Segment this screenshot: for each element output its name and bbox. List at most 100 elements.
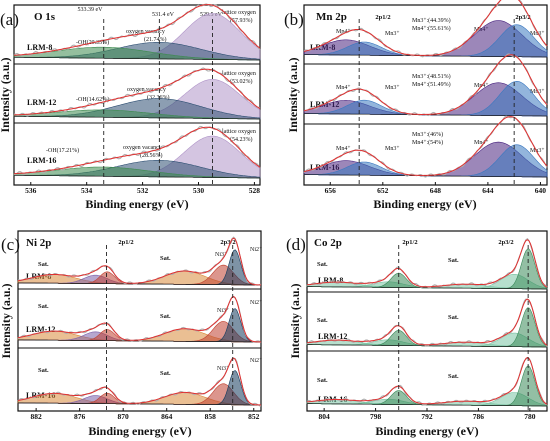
panel-a-ylabel: Intensity (a.u.) (0, 57, 12, 132)
panel-b-xlabel: Binding energy (eV) (373, 197, 476, 211)
panel-d-sat2-0: Sat. (448, 257, 459, 264)
panel-c-xtick-label-3: 864 (161, 412, 173, 421)
panel-a-lat-label-2: lattice oxygen (222, 129, 256, 135)
panel-a-lrm-12-background (13, 115, 260, 120)
panel-b-lrm-12-envelope (303, 54, 548, 115)
panel-c-lrm-12-envelope (17, 295, 262, 343)
panel-d-title: Co 2p (314, 237, 342, 249)
panel-d-frame (306, 230, 548, 412)
panel-d-sat1-1: Sat. (317, 317, 328, 324)
panel-a-lat-value-1: (53.02%) (230, 78, 253, 85)
panel-b-xtick-label-2: 648 (430, 186, 442, 195)
panel-a-lat-value-2: (54.23%) (230, 136, 253, 143)
panel-c-sat1-2: Sat. (38, 367, 49, 374)
panel-d-top-label-0: 2p1/2 (402, 239, 417, 246)
panel-c-ni2-1: Ni2⁺ (250, 300, 262, 306)
panel-a-sample-1: LRM-12 (27, 98, 56, 107)
panel-a-lrm-16-background (13, 174, 260, 179)
panel-c-xtick-label-5: 852 (248, 412, 260, 421)
panel-d-top-label-1: 2p3/2 (498, 239, 513, 246)
panel-a-vac-value-1: (32.36%) (147, 94, 170, 101)
panel-d-lrm-16-background (307, 403, 547, 407)
panel-b-lrm-16-raw-data (303, 115, 548, 178)
panel-b-ratio-mn3-1: Mn3⁺:(48.51%) (412, 73, 451, 80)
panel-c-frame (17, 230, 262, 412)
panel-c-sat2-1: Sat. (160, 313, 171, 320)
panel-d: (d) Co 2p Binding energy (eV) Intensity … (286, 230, 548, 438)
panel-a-oh-label-1: -OH(14.62%) (76, 96, 109, 103)
panel-a-vac-label-2: oxygen vacancy (123, 145, 162, 151)
panel-c-xlabel: Binding energy (eV) (88, 424, 191, 438)
panel-d-xtick-label-0: 804 (319, 412, 331, 421)
panel-b-ylabel: Intensity (a.u.) (286, 57, 300, 132)
panel-c-ni3-2: Ni3⁺ (217, 366, 229, 372)
panel-b-top-label-1: 2p3/2 (515, 14, 530, 21)
panel-c-sat2-2: Sat. (160, 370, 171, 377)
panel-c-top-label-1: 2p3/2 (220, 239, 235, 246)
panel-b-top-label-0: 2p1/2 (375, 14, 390, 21)
panel-b-ratio-mn4-0: Mn4⁺:(55.61%) (412, 25, 451, 32)
panel-b-xtick-label-0: 656 (325, 186, 337, 195)
panel-b-mn3-a-2: Mn3⁺ (385, 146, 400, 152)
panel-b-title: Mn 2p (316, 11, 347, 23)
panel-b-ratio-mn3-2: Mn3⁺:(46%) (412, 131, 443, 138)
panel-a-top-label-1: 531.4 eV (152, 12, 175, 18)
panel-c-ni3-0: Ni3⁺ (215, 252, 227, 258)
panel-a-lat-value-0: (57.93%) (230, 17, 253, 24)
panel-c-top-label-0: 2p1/2 (118, 239, 133, 246)
panel-d-lrm-12-raw-data (306, 298, 548, 347)
panel-b-ratio-mn3-0: Mn3⁺:(44.39%) (412, 17, 451, 24)
panel-d-sat1-0: Sat. (317, 261, 328, 268)
panel-b-xtick-label-4: 640 (535, 186, 547, 195)
panel-a-sample-2: LRM-16 (27, 156, 56, 165)
panel-d-lrm-16-envelope (306, 356, 548, 405)
panel-d-lrm-8-envelope (306, 239, 548, 288)
panel-b-frame (303, 4, 548, 186)
panel-b-label: (b) (284, 10, 304, 29)
panel-a-top-label-0: 533.39 eV (78, 7, 104, 13)
panel-b-ratio-mn4-1: Mn4⁺:(51.49%) (412, 81, 451, 88)
panel-a: (a) O 1s Binding energy (eV) Intensity (… (0, 4, 261, 211)
panel-c-ylabel: Intensity (a.u.) (0, 283, 13, 358)
panel-a-xtick-label-2: 532 (137, 186, 149, 195)
panel-c-ni2-0: Ni2⁺ (250, 247, 262, 253)
panel-c-xtick-label-0: 882 (31, 412, 43, 421)
panel-b-mn3-b-0: Mn3⁺ (530, 31, 545, 37)
panel-d-sat2-1: Sat. (448, 314, 459, 321)
panel-c-label: (c) (1, 235, 20, 254)
panel-b-mn4-b-2: Mn4⁺ (474, 140, 489, 146)
panel-d-lrm-12-envelope (306, 298, 548, 346)
panel-b-mn3-a-1: Mn3⁺ (385, 85, 400, 91)
panel-d-xlabel: Binding energy (eV) (375, 424, 478, 438)
panel-a-lat-label-1: lattice oxygen (222, 71, 256, 77)
panel-d-ylabel: Intensity (a.u.) (288, 283, 302, 358)
panel-a-label: (a) (0, 10, 19, 29)
spectra-layer: 536 534 532 530 528 656 652 648 644 640 882 876 870 8… (13, 0, 548, 421)
panel-d-xtick-label-4: 780 (524, 412, 536, 421)
panel-d-sample-0: LRM-8 (318, 276, 343, 285)
panel-d-sat1-2: Sat. (317, 377, 328, 384)
panel-a-vac-value-0: (21.74%) (144, 36, 167, 43)
panel-a-vac-label-0: oxygen vacancy (126, 29, 165, 35)
panel-a-xtick-label-3: 530 (193, 186, 205, 195)
panel-d-label: (d) (286, 235, 306, 254)
panel-c-sat2-0: Sat. (160, 255, 171, 262)
panel-a-vac-value-2: (28.56%) (140, 152, 163, 159)
panel-b-mn3-b-2: Mn3⁺ (530, 148, 545, 154)
panel-a-lrm-12-envelope (13, 68, 261, 116)
panel-a-sample-0: LRM-8 (27, 43, 52, 52)
panel-a-xtick-label-4: 528 (249, 186, 261, 195)
panel-a-xlabel: Binding energy (eV) (85, 197, 188, 211)
panel-a-xtick-label-1: 534 (81, 186, 93, 195)
panel-a-oh-label-2: -OH(17.21%) (46, 147, 79, 154)
panel-c-lrm-8-envelope (17, 237, 262, 286)
panel-a-lrm-8-envelope (13, 4, 261, 56)
panel-b-xtick-label-1: 652 (377, 186, 389, 195)
panel-a-lrm-16-envelope (13, 126, 261, 175)
panel-c-xtick-label-2: 870 (118, 412, 130, 421)
panel-d-xtick-label-1: 798 (370, 412, 382, 421)
panel-a-lat-label-0: lattice oxygen (222, 10, 256, 16)
panel-b-mn3-b-1: Mn3⁺ (530, 89, 545, 95)
panel-b-mn3-a-0: Mn3⁺ (385, 31, 400, 37)
